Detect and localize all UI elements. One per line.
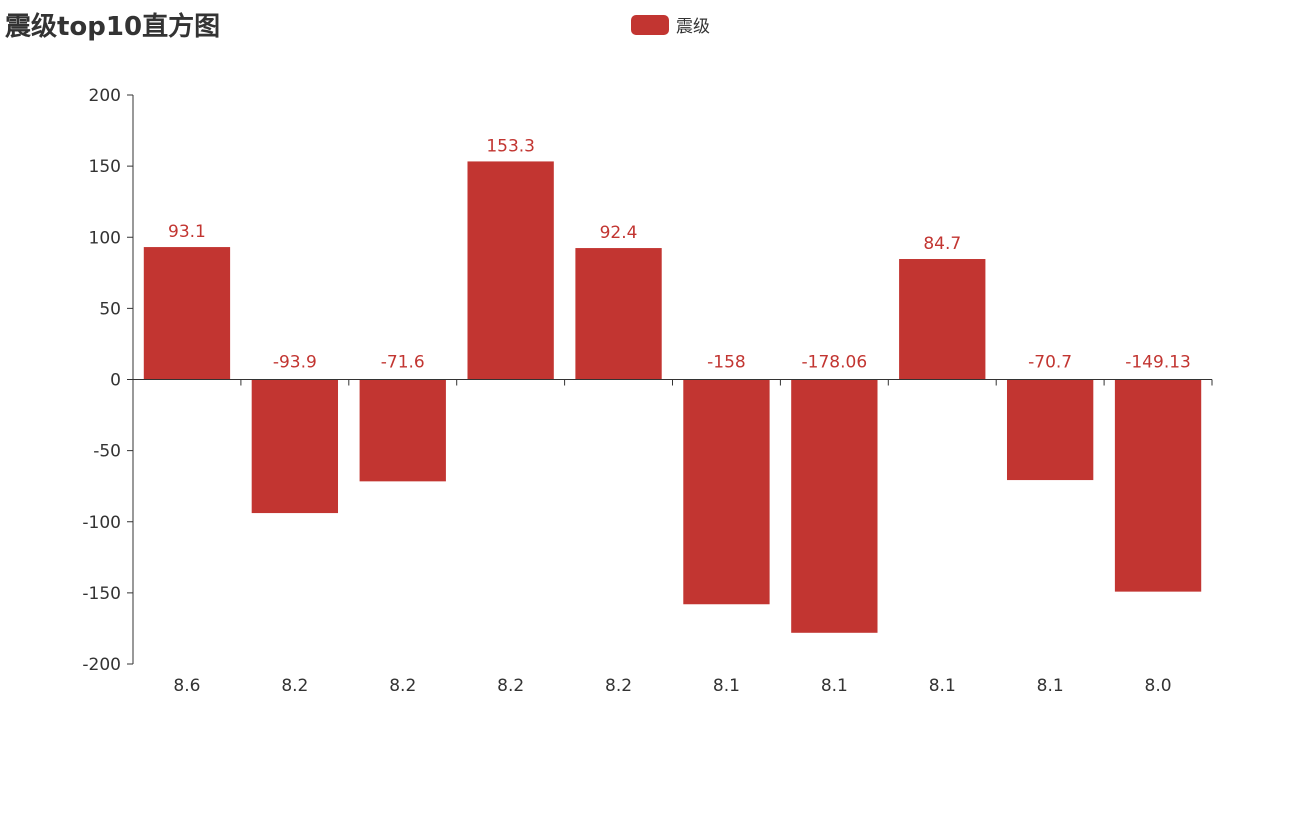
bar[interactable]	[1114, 379, 1202, 592]
y-tick-label: 100	[89, 228, 121, 248]
x-tick-label: 8.2	[389, 676, 416, 696]
data-label: 92.4	[600, 223, 638, 243]
bar[interactable]	[683, 379, 770, 605]
y-tick-label: 50	[99, 299, 121, 319]
y-tick-label: -200	[82, 655, 121, 675]
y-tick-label: 0	[110, 371, 121, 391]
data-labels: 93.1 -93.9 -71.6 153.3 92.4 -158 -178.06 84.7 -7…	[168, 136, 1191, 372]
data-label: -71.6	[381, 353, 425, 373]
y-tick-label: 150	[89, 157, 121, 177]
x-tick-label: 8.1	[821, 676, 848, 696]
data-label: 84.7	[923, 234, 961, 254]
x-tick-label: 8.1	[929, 676, 956, 696]
bar[interactable]	[899, 259, 986, 380]
bar[interactable]	[251, 379, 339, 514]
y-tick-label: 200	[89, 86, 121, 106]
data-label: -70.7	[1028, 353, 1072, 373]
data-label: -178.06	[802, 353, 868, 373]
bar[interactable]	[359, 379, 446, 482]
legend-swatch	[631, 14, 669, 35]
y-tick-label: -100	[82, 513, 121, 533]
x-tick-label: 8.6	[173, 676, 200, 696]
legend-label: 震级	[676, 17, 710, 37]
y-axis: 200 150 100 50 0 -50 -100 -150 -200	[82, 86, 134, 675]
bar[interactable]	[467, 161, 554, 380]
data-label: -93.9	[273, 353, 317, 373]
x-tick-label: 8.2	[605, 676, 632, 696]
bar[interactable]	[143, 247, 231, 380]
data-label: 93.1	[168, 222, 206, 242]
x-tick-label: 8.2	[497, 676, 524, 696]
y-tick-label: -50	[93, 442, 121, 462]
data-label: -158	[707, 353, 746, 373]
data-label: 153.3	[486, 136, 535, 156]
bar[interactable]	[1006, 379, 1094, 481]
x-tick-label: 8.1	[1037, 676, 1064, 696]
x-tick-label: 8.2	[281, 676, 308, 696]
x-tick-label: 8.1	[713, 676, 740, 696]
data-label: -149.13	[1125, 353, 1191, 373]
x-axis: 8.6 8.2 8.2 8.2 8.2 8.1 8.1 8.1 8.1 8.0	[132, 379, 1213, 696]
bar[interactable]	[791, 379, 878, 633]
bars	[143, 161, 1202, 633]
chart-title: 震级top10直方图	[5, 12, 221, 42]
legend[interactable]: 震级	[631, 12, 710, 37]
bar[interactable]	[575, 248, 662, 380]
y-tick-label: -150	[82, 584, 121, 604]
x-tick-label: 8.0	[1145, 676, 1172, 696]
